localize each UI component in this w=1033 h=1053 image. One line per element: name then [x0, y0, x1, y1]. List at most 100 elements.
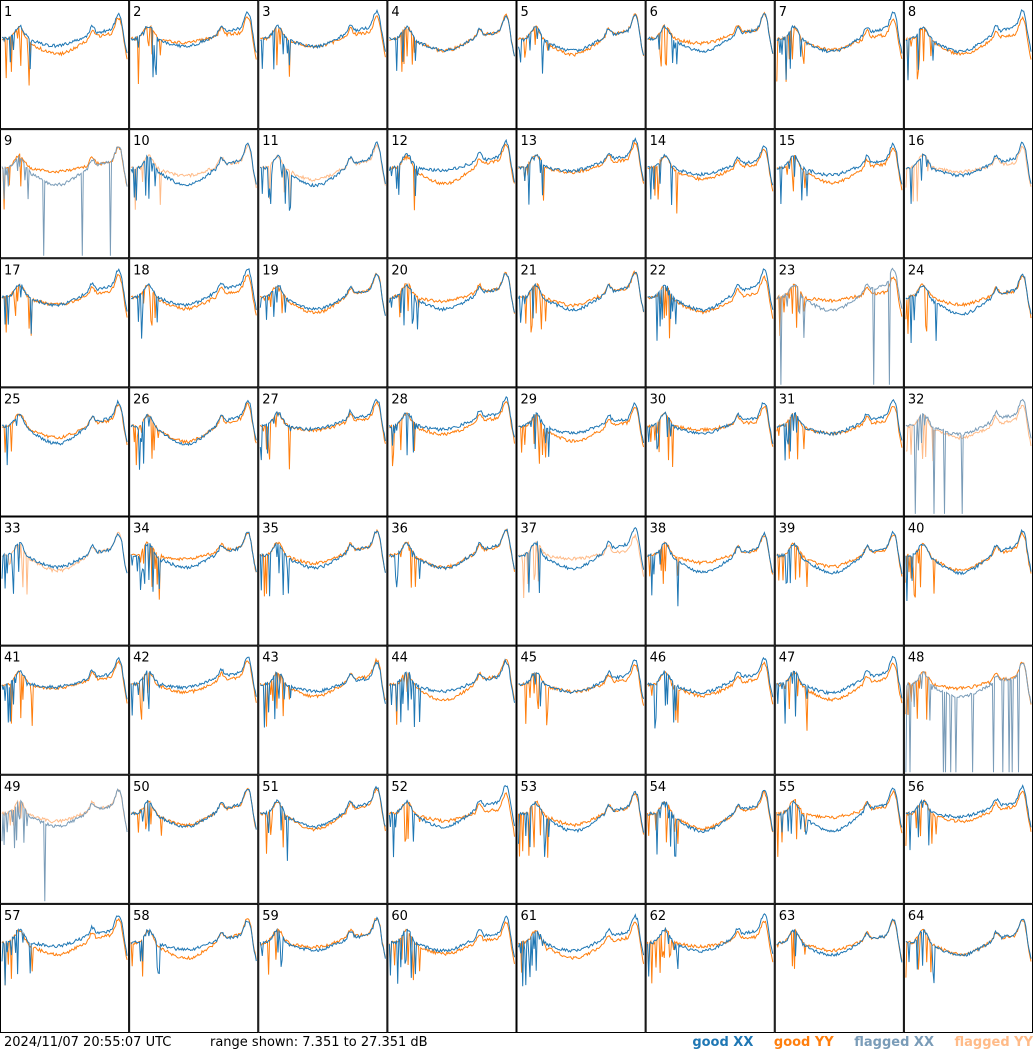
panel-30-label: 30 — [650, 392, 667, 407]
panel-47: 47 — [774, 645, 904, 775]
panel-23-label: 23 — [779, 263, 796, 278]
panel-50: 50 — [129, 774, 259, 904]
panel-10-xx-line — [130, 142, 257, 201]
panel-12: 12 — [387, 129, 517, 259]
panel-19: 19 — [258, 258, 388, 388]
panel-46-label: 46 — [650, 651, 667, 666]
panel-4-yy-line — [389, 13, 515, 72]
panel-25-xx-line — [1, 399, 128, 466]
panel-43-xx-line — [259, 661, 386, 728]
panel-40-label: 40 — [908, 522, 925, 537]
panel-1-label: 1 — [4, 5, 12, 20]
panel-7-yy-line — [776, 18, 903, 82]
panel-63: 63 — [774, 903, 904, 1033]
panel-5-label: 5 — [521, 5, 529, 20]
panel-58-frame — [129, 903, 259, 1033]
panel-47-frame — [774, 645, 904, 775]
panel-57-xx-line — [1, 915, 128, 986]
panel-7: 7 — [774, 0, 904, 130]
panel-2-frame — [129, 0, 259, 130]
legend: good XX good YY flagged XX flagged YY — [676, 1035, 1033, 1050]
panel-2: 2 — [129, 0, 259, 130]
panel-7-frame — [774, 0, 904, 130]
panel-29-label: 29 — [521, 392, 538, 407]
panel-3-xx-line — [260, 8, 386, 70]
panel-49-label: 49 — [4, 780, 21, 795]
panel-28-yy-line — [389, 400, 515, 467]
panel-40-xx-line — [905, 528, 1032, 602]
footer: 2024/11/07 20:55:07 UTC range shown: 7.3… — [0, 1033, 1033, 1053]
panel-52-yy-line — [388, 792, 515, 842]
panel-8: 8 — [903, 0, 1033, 130]
panel-29-xx-line — [518, 402, 645, 457]
panel-46-frame — [645, 645, 775, 775]
panel-27: 27 — [258, 387, 388, 517]
panel-64: 64 — [903, 903, 1033, 1033]
panel-43-frame — [258, 645, 388, 775]
panel-36-label: 36 — [391, 522, 408, 537]
panel-60-label: 60 — [391, 909, 408, 924]
panel-20: 20 — [387, 258, 517, 388]
panel-1: 1 — [0, 0, 130, 130]
panel-26-xx-line — [130, 399, 257, 470]
panel-57: 57 — [0, 903, 130, 1033]
panel-8-frame — [903, 0, 1033, 130]
panel-27-xx-line — [259, 398, 386, 461]
panel-49-frame — [0, 774, 130, 904]
panel-55-xx-line — [776, 787, 903, 835]
panel-27-yy-line — [259, 400, 386, 470]
panel-55-frame — [774, 774, 904, 904]
panel-43-label: 43 — [262, 651, 279, 666]
panel-16: 16 — [903, 129, 1033, 259]
panel-23-yy-line — [776, 276, 903, 336]
panel-23-frame — [774, 258, 904, 388]
panel-63-frame — [774, 903, 904, 1033]
panel-44-xx-line — [389, 658, 515, 728]
panel-10-label: 10 — [133, 134, 150, 149]
panel-29: 29 — [516, 387, 646, 517]
panel-10-yy-line — [130, 143, 257, 210]
panel-14: 14 — [645, 129, 775, 259]
panel-64-xx-line — [905, 918, 1032, 984]
panel-32: 32 — [903, 387, 1033, 517]
panel-35-xx-line — [259, 530, 386, 597]
panel-21-yy-line — [518, 270, 645, 333]
panel-45-xx-line — [518, 659, 645, 707]
panel-25-label: 25 — [4, 392, 21, 407]
panel-46: 46 — [645, 645, 775, 775]
panel-38-label: 38 — [650, 522, 667, 537]
panel-45: 45 — [516, 645, 646, 775]
panel-40-yy-line — [905, 531, 1032, 598]
panel-63-xx-line — [776, 918, 903, 963]
panel-47-label: 47 — [779, 651, 796, 666]
panel-62: 62 — [645, 903, 775, 1033]
legend-flagged-xx: flagged XX — [854, 1035, 934, 1050]
panel-20-xx-line — [388, 273, 515, 330]
panel-14-label: 14 — [650, 134, 667, 149]
panel-33-label: 33 — [4, 522, 21, 537]
panel-34-frame — [129, 516, 259, 646]
panel-41-yy-line — [1, 659, 128, 726]
panel-38-frame — [645, 516, 775, 646]
panel-51-frame — [258, 774, 388, 904]
panel-35-label: 35 — [262, 522, 279, 537]
panel-61-xx-line — [518, 913, 645, 987]
panel-4-frame — [387, 0, 517, 130]
panel-34-xx-line — [130, 531, 257, 592]
panel-53-frame — [516, 774, 646, 904]
panel-37: 37 — [516, 516, 646, 646]
panel-22-yy-line — [647, 275, 774, 339]
panel-62-label: 62 — [650, 909, 667, 924]
panel-42-yy-line — [131, 660, 257, 720]
panel-59-xx-line — [259, 916, 386, 967]
panel-42-xx-line — [130, 656, 257, 716]
panel-9-xx-line — [1, 146, 128, 256]
panel-23-xx-line — [776, 267, 903, 385]
panel-22-xx-line — [647, 268, 774, 341]
panel-4-label: 4 — [391, 5, 399, 20]
panel-12-yy-line — [389, 143, 515, 211]
panel-55-yy-line — [776, 789, 903, 857]
panel-53-label: 53 — [521, 780, 538, 795]
panel-7-label: 7 — [779, 5, 787, 20]
panel-8-yy-line — [905, 16, 1032, 80]
